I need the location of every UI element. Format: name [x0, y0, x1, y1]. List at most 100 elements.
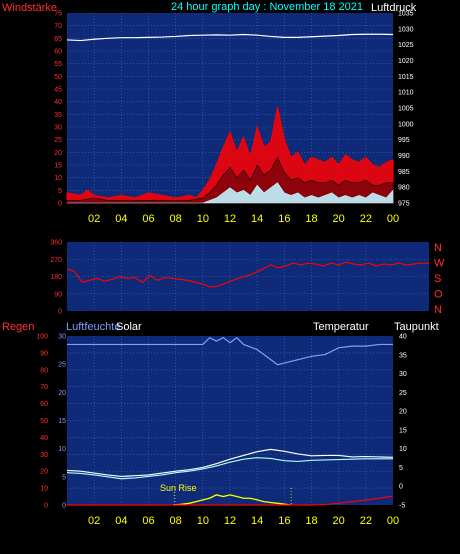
pressure-tick-label: 1010: [398, 90, 414, 97]
rain-tick-label: 30: [58, 334, 66, 341]
x-tick-label: 00: [387, 515, 399, 527]
x-tick-label: 10: [197, 515, 209, 527]
temperatur-label: Temperatur: [313, 321, 369, 333]
temperature-tick-label: -5: [399, 503, 405, 510]
wind-tick-label: 20: [54, 150, 62, 157]
regen-label: Regen: [2, 321, 34, 333]
x-tick-label: 22: [360, 515, 372, 527]
x-tick-label: 02: [88, 213, 100, 225]
compass-tick-label: N: [434, 242, 442, 254]
sunrise-label: Sun Rise: [160, 483, 197, 493]
direction-tick-label: 90: [54, 291, 62, 298]
humidity-line: [67, 336, 393, 366]
direction-tick-label: 0: [58, 309, 62, 316]
wind-tick-label: 55: [54, 61, 62, 68]
regen-tick-label: 60: [40, 401, 48, 408]
regen-tick-label: 100: [36, 334, 48, 341]
rain-line: [67, 495, 394, 506]
pressure-tick-label: 1030: [398, 26, 414, 33]
rain-tick-label: 0: [62, 503, 66, 510]
x-tick-label: 22: [360, 213, 372, 225]
rain-tick-label: 20: [58, 390, 66, 397]
regen-tick-label: 90: [40, 350, 48, 357]
compass-tick-label: O: [434, 289, 443, 301]
temperature-tick-label: 30: [399, 371, 407, 378]
direction-tick-label: 180: [50, 274, 62, 281]
wind-tick-label: 25: [54, 137, 62, 144]
wind-tick-label: 45: [54, 87, 62, 94]
wind-speed-area: [67, 182, 394, 204]
wind-gust-area: [66, 106, 394, 204]
x-tick-label: 18: [305, 213, 317, 225]
x-tick-label: 20: [333, 515, 345, 527]
wind-tick-label: 50: [54, 74, 62, 81]
pressure-tick-label: 995: [398, 137, 410, 144]
pressure-tick-label: 1005: [398, 106, 414, 113]
graph-title: 24 hour graph day : November 18 2021: [171, 1, 363, 13]
regen-tick-label: 70: [40, 384, 48, 391]
regen-tick-label: 30: [40, 452, 48, 459]
x-tick-label: 12: [224, 213, 236, 225]
temperature-tick-label: 10: [399, 446, 407, 453]
regen-tick-label: 10: [40, 486, 48, 493]
wind-tick-label: 70: [54, 23, 62, 30]
regen-tick-label: 80: [40, 367, 48, 374]
pressure-tick-label: 980: [398, 185, 410, 192]
x-tick-label: 06: [142, 213, 154, 225]
x-tick-label: 06: [142, 515, 154, 527]
wind-tick-label: 65: [54, 36, 62, 43]
regen-tick-label: 40: [40, 435, 48, 442]
compass-tick-label: S: [434, 273, 441, 285]
wind-average-area: [66, 156, 394, 204]
direction-line: [66, 261, 430, 288]
temperature-tick-label: 35: [399, 352, 407, 359]
wind-tick-label: 5: [58, 188, 62, 195]
pressure-tick-label: 975: [398, 201, 410, 208]
pressure-tick-label: 1020: [398, 58, 414, 65]
temperature-tick-label: 40: [399, 334, 407, 341]
x-tick-label: 10: [197, 213, 209, 225]
wind-tick-label: 60: [54, 49, 62, 56]
pressure-tick-label: 1000: [398, 121, 414, 128]
wind-tick-label: 75: [54, 11, 62, 18]
windstaerke-label: Windstärke: [2, 2, 57, 14]
x-tick-label: 00: [387, 213, 399, 225]
solar-label: Solar: [116, 321, 142, 333]
regen-tick-label: 0: [44, 503, 48, 510]
x-tick-label: 08: [170, 213, 182, 225]
x-tick-label: 16: [278, 515, 290, 527]
compass-tick-label: N: [434, 304, 442, 316]
temperature-tick-label: 20: [399, 409, 407, 416]
x-tick-label: 14: [251, 213, 263, 225]
wind-tick-label: 0: [58, 201, 62, 208]
direction-tick-label: 360: [50, 240, 62, 247]
wind-tick-label: 40: [54, 99, 62, 106]
temperature-tick-label: 25: [399, 390, 407, 397]
temperature-tick-label: 5: [399, 465, 403, 472]
rain-tick-label: 5: [62, 474, 66, 481]
x-tick-label: 04: [115, 213, 127, 225]
temperature-tick-label: 0: [399, 484, 403, 491]
wind-tick-label: 10: [54, 175, 62, 182]
luftdruck-label: Luftdruck: [371, 2, 417, 14]
x-tick-label: 20: [333, 213, 345, 225]
wind-tick-label: 30: [54, 125, 62, 132]
pressure-tick-label: 985: [398, 169, 410, 176]
pressure-line: [66, 33, 394, 42]
temperature-line: [66, 448, 394, 478]
temperature-tick-label: 15: [399, 427, 407, 434]
compass-tick-label: W: [434, 258, 445, 270]
wind-tick-label: 15: [54, 163, 62, 170]
taupunkt-label: Taupunkt: [394, 321, 439, 333]
regen-tick-label: 20: [40, 469, 48, 476]
direction-tick-label: 270: [50, 257, 62, 264]
x-tick-label: 12: [224, 515, 236, 527]
pressure-tick-label: 1025: [398, 42, 414, 49]
rain-tick-label: 10: [58, 446, 66, 453]
luftfeuchte-label: Luftfeuchte: [66, 321, 120, 333]
rain-tick-label: 25: [58, 362, 66, 369]
x-tick-label: 18: [305, 515, 317, 527]
rain-tick-label: 15: [58, 418, 66, 425]
pressure-tick-label: 990: [398, 153, 410, 160]
